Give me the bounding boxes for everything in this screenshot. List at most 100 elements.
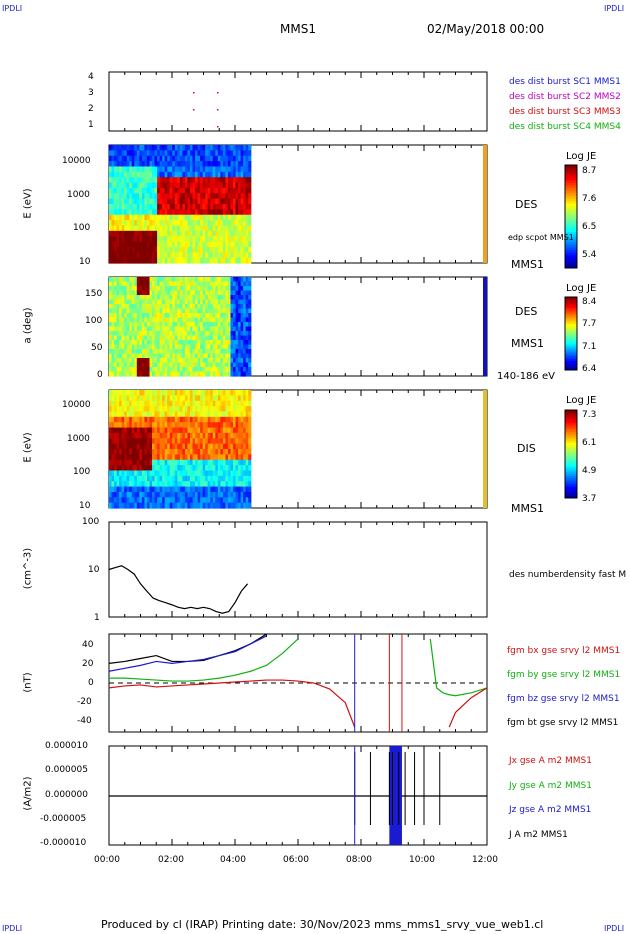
pitch-angle-cell xyxy=(238,313,242,319)
des-energy-cell xyxy=(174,204,178,210)
des-energy-cell xyxy=(121,171,125,178)
pitch-angle-cell xyxy=(119,340,123,346)
des-energy-cell xyxy=(179,155,184,162)
dis-energy-cell xyxy=(192,411,196,418)
dis-energy-cell xyxy=(141,395,146,402)
dis-energy-cell xyxy=(222,406,227,413)
pitch-angle-cell xyxy=(134,371,138,377)
des-energy-cell xyxy=(184,177,189,184)
colorbar-cell xyxy=(565,357,577,360)
pitch-angle-cell xyxy=(210,349,214,355)
des-energy-cell xyxy=(139,225,143,232)
dis-energy-cell xyxy=(144,400,148,407)
pitch-angle-cell xyxy=(200,344,204,350)
dis-energy-cell xyxy=(233,481,237,488)
pitch-angle-cell xyxy=(179,277,184,283)
pitch-angle-cell xyxy=(152,317,156,323)
dis-energy-cell xyxy=(222,432,227,439)
pitch-angle-cell xyxy=(200,331,204,337)
dis-energy-cell xyxy=(164,459,168,466)
pitch-angle-cell xyxy=(164,362,168,368)
pitch-angle-cell xyxy=(227,371,232,377)
dis-energy-cell xyxy=(164,470,168,477)
pitch-angle-cell xyxy=(177,317,181,323)
des-energy-cell xyxy=(205,187,209,194)
x-tick: 04:00 xyxy=(220,855,246,865)
pitch-angle-cell xyxy=(136,277,140,283)
dis-energy-cell xyxy=(202,497,206,504)
des-energy-cell xyxy=(200,220,204,227)
dis-energy-cell xyxy=(207,465,211,472)
dis-energy-cell xyxy=(243,443,247,450)
des-energy-cell xyxy=(184,252,189,259)
dis-energy-cell xyxy=(197,422,201,429)
des-energy-cell xyxy=(114,257,118,264)
pitch-angle-cell xyxy=(169,299,173,305)
dis-energy-cell xyxy=(174,390,178,396)
dis-energy-cell xyxy=(139,454,143,461)
dis-energy-cell xyxy=(225,475,229,482)
des-energy-cell xyxy=(149,236,153,243)
pitch-angle-cell xyxy=(220,349,224,355)
dis-energy-cell xyxy=(220,475,224,482)
dis-energy-cell xyxy=(131,475,135,482)
dis-energy-cell xyxy=(207,411,211,418)
des-energy-cell xyxy=(149,171,153,178)
dis-energy-cell xyxy=(190,497,194,504)
dis-energy-cell xyxy=(210,502,214,509)
des-energy-cell xyxy=(215,166,219,173)
pitch-angle-cell xyxy=(116,335,120,341)
des-energy-cell xyxy=(162,209,166,216)
pitch-angle-cell xyxy=(172,295,176,301)
dis-energy-cell xyxy=(222,502,227,509)
des-energy-cell xyxy=(109,209,113,216)
des-energy-cell xyxy=(121,230,125,237)
pitch-angle-cell xyxy=(238,295,242,301)
pitch-angle-cell xyxy=(149,335,153,341)
dis-energy-cell xyxy=(164,438,168,445)
des-energy-cell xyxy=(217,257,221,264)
dis-energy-cell xyxy=(167,475,171,482)
x-tick: 00:00 xyxy=(94,855,120,865)
dis-energy-cell xyxy=(182,475,186,482)
dis-energy-cell xyxy=(177,470,181,477)
dis-energy-cell xyxy=(212,475,216,482)
dis-energy-cell xyxy=(187,400,191,407)
pitch-angle-cell xyxy=(200,362,204,368)
dis-energy-cell xyxy=(210,422,214,429)
dis-energy-cell xyxy=(220,454,224,461)
p6-legend-bz: fgm bz gse srvy l2 MMS1 xyxy=(507,694,620,704)
des-energy-cell xyxy=(233,204,237,210)
dis-energy-cell xyxy=(131,443,135,450)
dis-energy-cell xyxy=(167,400,171,407)
dis-energy-cell xyxy=(217,470,221,477)
des-energy-cell xyxy=(177,220,181,227)
colorbar-cell xyxy=(565,478,577,481)
des-energy-cell xyxy=(179,214,184,221)
dis-energy-cell xyxy=(136,465,140,472)
pitch-angle-cell xyxy=(149,358,153,364)
dis-energy-cell xyxy=(212,390,216,396)
pitch-angle-cell xyxy=(121,362,125,368)
pitch-angle-cell xyxy=(230,317,234,323)
dis-energy-cell xyxy=(225,481,229,488)
dis-energy-cell xyxy=(119,411,123,418)
des-energy-cell xyxy=(154,214,158,221)
dis-energy-cell xyxy=(144,411,148,418)
pitch-angle-cell xyxy=(116,344,120,350)
pitch-angle-cell xyxy=(141,281,146,287)
des-energy-cell xyxy=(197,220,201,227)
dis-energy-cell xyxy=(149,438,153,445)
pitch-angle-cell xyxy=(179,322,184,328)
pitch-angle-cell xyxy=(220,308,224,314)
p5-ytick: 1 xyxy=(94,613,100,623)
pitch-angle-cell xyxy=(144,340,148,346)
dis-energy-cell xyxy=(245,406,249,413)
pitch-angle-cell xyxy=(121,367,125,373)
pitch-angle-cell xyxy=(141,335,146,341)
pitch-angle-cell xyxy=(230,344,234,350)
des-energy-cell xyxy=(202,241,206,248)
dis-energy-cell xyxy=(235,406,239,413)
dis-energy-cell xyxy=(172,390,176,396)
pitch-angle-cell xyxy=(144,304,148,310)
